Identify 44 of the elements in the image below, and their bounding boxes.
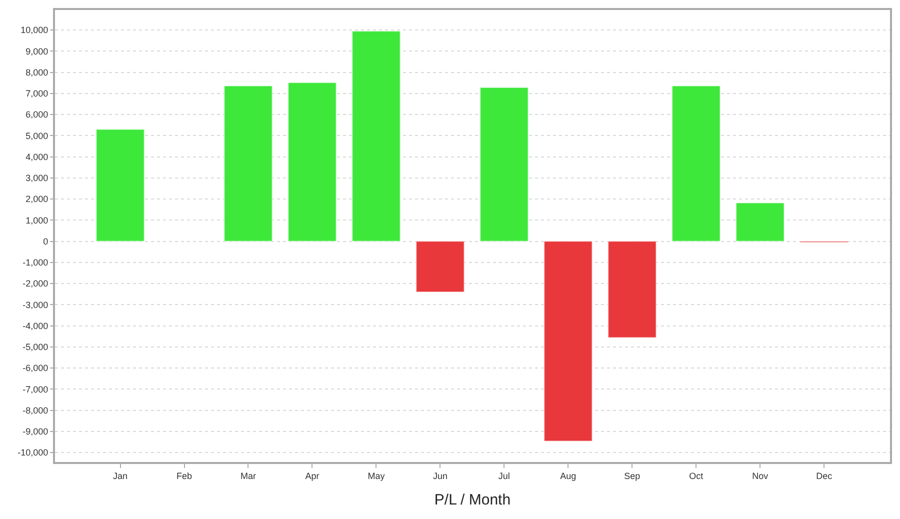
y-tick-label: 0 <box>43 236 48 246</box>
x-tick-label: Nov <box>752 470 769 481</box>
y-tick-label: 1,000 <box>26 215 48 226</box>
x-tick-label: Oct <box>689 470 704 481</box>
bar <box>608 240 657 338</box>
bar <box>224 85 273 242</box>
x-tick-label: Jun <box>432 470 448 481</box>
bar <box>288 82 337 242</box>
y-tick-label: 8,000 <box>26 67 48 78</box>
bar <box>736 202 785 242</box>
y-tick-label: -5,000 <box>22 342 48 352</box>
y-tick-label: 7,000 <box>26 88 48 99</box>
x-tick-label: Feb <box>176 470 192 481</box>
bar <box>480 87 529 242</box>
bar <box>672 85 721 242</box>
y-tick-label: 2,000 <box>26 194 48 204</box>
y-tick-label: -1,000 <box>22 258 48 268</box>
x-tick-label: Jan <box>113 470 128 481</box>
y-tick-label: -7,000 <box>22 384 48 394</box>
y-tick-label: -10,000 <box>18 448 48 458</box>
y-tick-label: -3,000 <box>22 300 48 310</box>
x-tick-label: Apr <box>305 470 320 481</box>
y-tick-label: -6,000 <box>22 363 48 374</box>
bar <box>544 240 593 442</box>
y-tick-label: 3,000 <box>26 173 48 184</box>
y-tick-label: -9,000 <box>22 426 48 437</box>
y-tick-label: -4,000 <box>22 320 48 331</box>
x-tick-label: Mar <box>240 470 256 481</box>
bar <box>96 128 145 242</box>
y-tick-label: 9,000 <box>26 46 48 56</box>
y-tick-label: 5,000 <box>26 130 48 141</box>
x-tick-label: Aug <box>560 470 576 481</box>
x-tick-label: Sep <box>624 470 640 481</box>
y-tick-label: 10,000 <box>20 25 48 36</box>
x-tick-label: Jul <box>498 470 510 481</box>
y-tick-label: 6,000 <box>26 110 48 120</box>
y-tick-label: 4,000 <box>26 152 48 162</box>
x-tick-label: May <box>368 470 386 481</box>
y-tick-label: -2,000 <box>22 278 48 289</box>
x-tick-label: Dec <box>816 470 833 481</box>
y-tick-label: -8,000 <box>22 405 48 416</box>
x-axis-title: P/L / Month <box>434 491 511 508</box>
bar <box>352 30 401 242</box>
bar <box>416 240 465 292</box>
